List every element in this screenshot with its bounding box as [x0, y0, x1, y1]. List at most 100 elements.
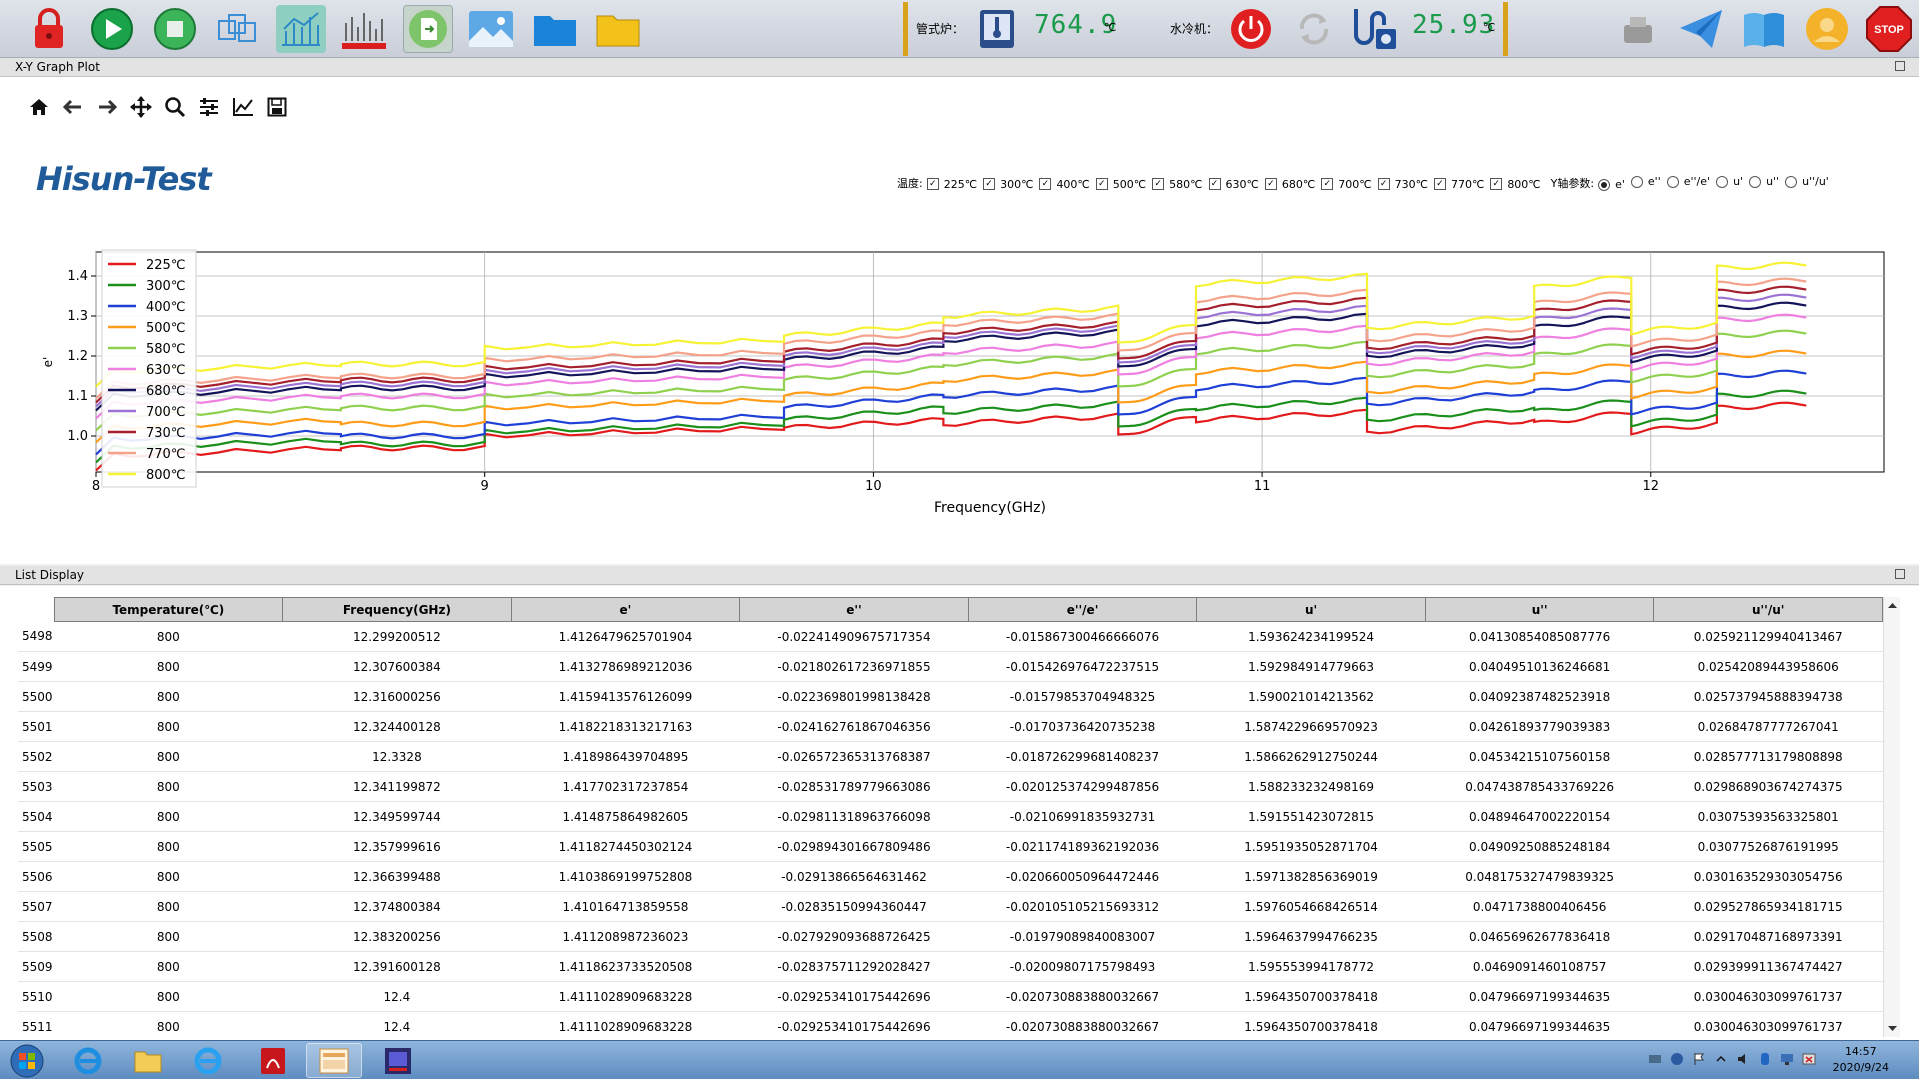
emergency-stop-button[interactable]: STOP: [1864, 5, 1914, 53]
radio-indicator[interactable]: [1749, 175, 1762, 188]
power-icon[interactable]: [1226, 5, 1276, 53]
checkbox-check-icon[interactable]: ✓: [1433, 178, 1446, 190]
table-row[interactable]: 5503 800 12.341199872 1.417702317237854 -0.0…: [18, 771, 1883, 802]
display-tray-icon[interactable]: [1780, 1052, 1794, 1066]
volume-tray-icon[interactable]: [1736, 1052, 1750, 1066]
table-row[interactable]: 5507 800 12.374800384 1.410164713859558 -0.0…: [18, 891, 1883, 922]
table-row[interactable]: 5505 800 12.357999616 1.4118274450302124 -0.…: [18, 831, 1883, 862]
stop-icon[interactable]: [150, 5, 200, 53]
start-button[interactable]: [2, 1043, 52, 1078]
realtime-chart-icon[interactable]: [276, 5, 326, 53]
edit-axes-icon[interactable]: [230, 94, 256, 120]
table-row[interactable]: 5511 800 12.4 1.4111028909683228 -0.02925341…: [18, 1011, 1883, 1037]
checkbox-check-icon[interactable]: ✓: [1095, 178, 1108, 190]
radio-indicator[interactable]: [1716, 175, 1729, 188]
system-clock[interactable]: 14:57 2020/9/24: [1833, 1044, 1889, 1076]
temperature-checkbox[interactable]: ✓ 680℃: [1264, 178, 1315, 191]
column-header[interactable]: Frequency(GHz): [282, 597, 512, 622]
folder-blue-icon[interactable]: [530, 5, 580, 53]
table-row[interactable]: 5499 800 12.307600384 1.4132786989212036 -0.…: [18, 651, 1883, 682]
table-row[interactable]: 5501 800 12.324400128 1.4182218313217163 -0.…: [18, 711, 1883, 742]
column-header[interactable]: e': [510, 597, 741, 622]
temperature-checkbox[interactable]: ✓ 225℃: [926, 178, 977, 191]
table-scrollbar[interactable]: [1883, 597, 1900, 1037]
manual-book-icon[interactable]: [1739, 5, 1789, 53]
plot-app-taskbar-icon[interactable]: [370, 1043, 426, 1078]
hisun-test-taskbar-icon[interactable]: [306, 1043, 362, 1078]
lock-icon[interactable]: [24, 5, 74, 53]
scroll-down-icon[interactable]: [1884, 1020, 1901, 1037]
layers-icon[interactable]: [213, 5, 263, 53]
back-arrow-icon[interactable]: [60, 94, 86, 120]
checkbox-check-icon[interactable]: ✓: [983, 178, 996, 190]
checkbox-check-icon[interactable]: ✓: [1208, 178, 1221, 190]
table-row[interactable]: 5504 800 12.349599744 1.414875864982605 -0.0…: [18, 801, 1883, 832]
pan-icon[interactable]: [128, 94, 154, 120]
bluetooth-tray-icon[interactable]: [1758, 1052, 1772, 1066]
radio-indicator[interactable]: [1785, 175, 1798, 188]
table-row[interactable]: 5510 800 12.4 1.4111028909683228 -0.02925341…: [18, 981, 1883, 1012]
checkbox-check-icon[interactable]: ✓: [1264, 178, 1277, 190]
save-figure-icon[interactable]: [264, 94, 290, 120]
y-axis-radio[interactable]: u': [1716, 175, 1743, 188]
folder-yellow-icon[interactable]: [593, 5, 643, 53]
y-axis-radio[interactable]: u''/u': [1785, 175, 1829, 188]
checkbox-check-icon[interactable]: ✓: [1152, 178, 1165, 190]
radio-indicator[interactable]: [1630, 175, 1643, 188]
temperature-checkbox[interactable]: ✓ 700℃: [1321, 178, 1372, 191]
table-row[interactable]: 5502 800 12.3328 1.418986439704895 -0.026572…: [18, 741, 1883, 772]
y-axis-radio[interactable]: e': [1598, 178, 1625, 191]
help-tray-icon[interactable]: [1670, 1052, 1684, 1066]
pdf-reader-taskbar-icon[interactable]: [245, 1043, 301, 1078]
checkbox-check-icon[interactable]: ✓: [1321, 178, 1334, 190]
usb-device-icon[interactable]: [1613, 5, 1663, 53]
network-tray-icon[interactable]: [1648, 1052, 1662, 1066]
home-icon[interactable]: [26, 94, 52, 120]
table-row[interactable]: 5506 800 12.366399488 1.4103869199752808 -0.…: [18, 861, 1883, 892]
table-row[interactable]: 5498 800 12.299200512 1.4126479625701904 -0.…: [18, 621, 1883, 652]
column-header[interactable]: Temperature(℃): [53, 597, 284, 622]
ie-taskbar-icon-2[interactable]: [180, 1043, 236, 1078]
panel-float-button[interactable]: [1895, 569, 1905, 579]
export-icon[interactable]: [403, 5, 453, 53]
y-axis-radio[interactable]: e''/e': [1666, 175, 1710, 188]
radio-indicator[interactable]: [1598, 178, 1611, 191]
y-axis-radio[interactable]: e'': [1630, 175, 1661, 188]
temperature-checkbox[interactable]: ✓ 730℃: [1377, 178, 1428, 191]
table-row[interactable]: 5508 800 12.383200256 1.411208987236023 -0.0…: [18, 921, 1883, 952]
xy-graph[interactable]: 8 9 10 11 12 1.0 1.1 1.2 1.3 1.4 Frequency(GHz) e' 2…: [0, 240, 1919, 525]
scroll-up-icon[interactable]: [1884, 597, 1901, 614]
column-header[interactable]: u': [1196, 597, 1426, 622]
temperature-checkbox[interactable]: ✓ 580℃: [1152, 178, 1203, 191]
checkbox-check-icon[interactable]: ✓: [1377, 178, 1390, 190]
temperature-checkbox[interactable]: ✓ 300℃: [983, 178, 1033, 191]
image-icon[interactable]: [466, 5, 516, 53]
radio-indicator[interactable]: [1666, 175, 1679, 188]
explorer-taskbar-icon[interactable]: [120, 1043, 176, 1078]
checkbox-check-icon[interactable]: ✓: [1039, 178, 1052, 190]
panel-float-button[interactable]: [1895, 61, 1905, 71]
table-row[interactable]: 5509 800 12.391600128 1.4118623733520508 -0.…: [18, 951, 1883, 982]
temperature-checkbox[interactable]: ✓ 800℃: [1490, 178, 1541, 191]
column-header[interactable]: e'': [739, 597, 969, 622]
refresh-icon[interactable]: [1289, 5, 1339, 53]
column-header[interactable]: u'': [1424, 597, 1655, 622]
flag-tray-icon[interactable]: [1692, 1052, 1706, 1066]
send-icon[interactable]: [1676, 5, 1726, 53]
temperature-checkbox[interactable]: ✓ 770℃: [1433, 178, 1484, 191]
data-table[interactable]: Temperature(℃) Frequency(GHz) e' e'' e''/e' u…: [18, 597, 1883, 1037]
column-header[interactable]: u''/u': [1653, 597, 1883, 622]
action-center-tray-icon[interactable]: [1802, 1052, 1816, 1066]
temperature-checkbox[interactable]: ✓ 500℃: [1095, 178, 1146, 191]
ie-taskbar-icon[interactable]: [60, 1043, 116, 1078]
run-icon[interactable]: [87, 5, 137, 53]
column-header[interactable]: e''/e': [967, 597, 1198, 622]
checkbox-check-icon[interactable]: ✓: [1490, 178, 1503, 190]
zoom-icon[interactable]: [162, 94, 188, 120]
temperature-checkbox[interactable]: ✓ 630℃: [1208, 178, 1259, 191]
forward-arrow-icon[interactable]: [94, 94, 120, 120]
user-avatar-icon[interactable]: [1802, 5, 1852, 53]
temperature-checkbox[interactable]: ✓ 400℃: [1039, 178, 1090, 191]
checkbox-check-icon[interactable]: ✓: [926, 178, 939, 190]
histogram-icon[interactable]: [339, 5, 389, 53]
